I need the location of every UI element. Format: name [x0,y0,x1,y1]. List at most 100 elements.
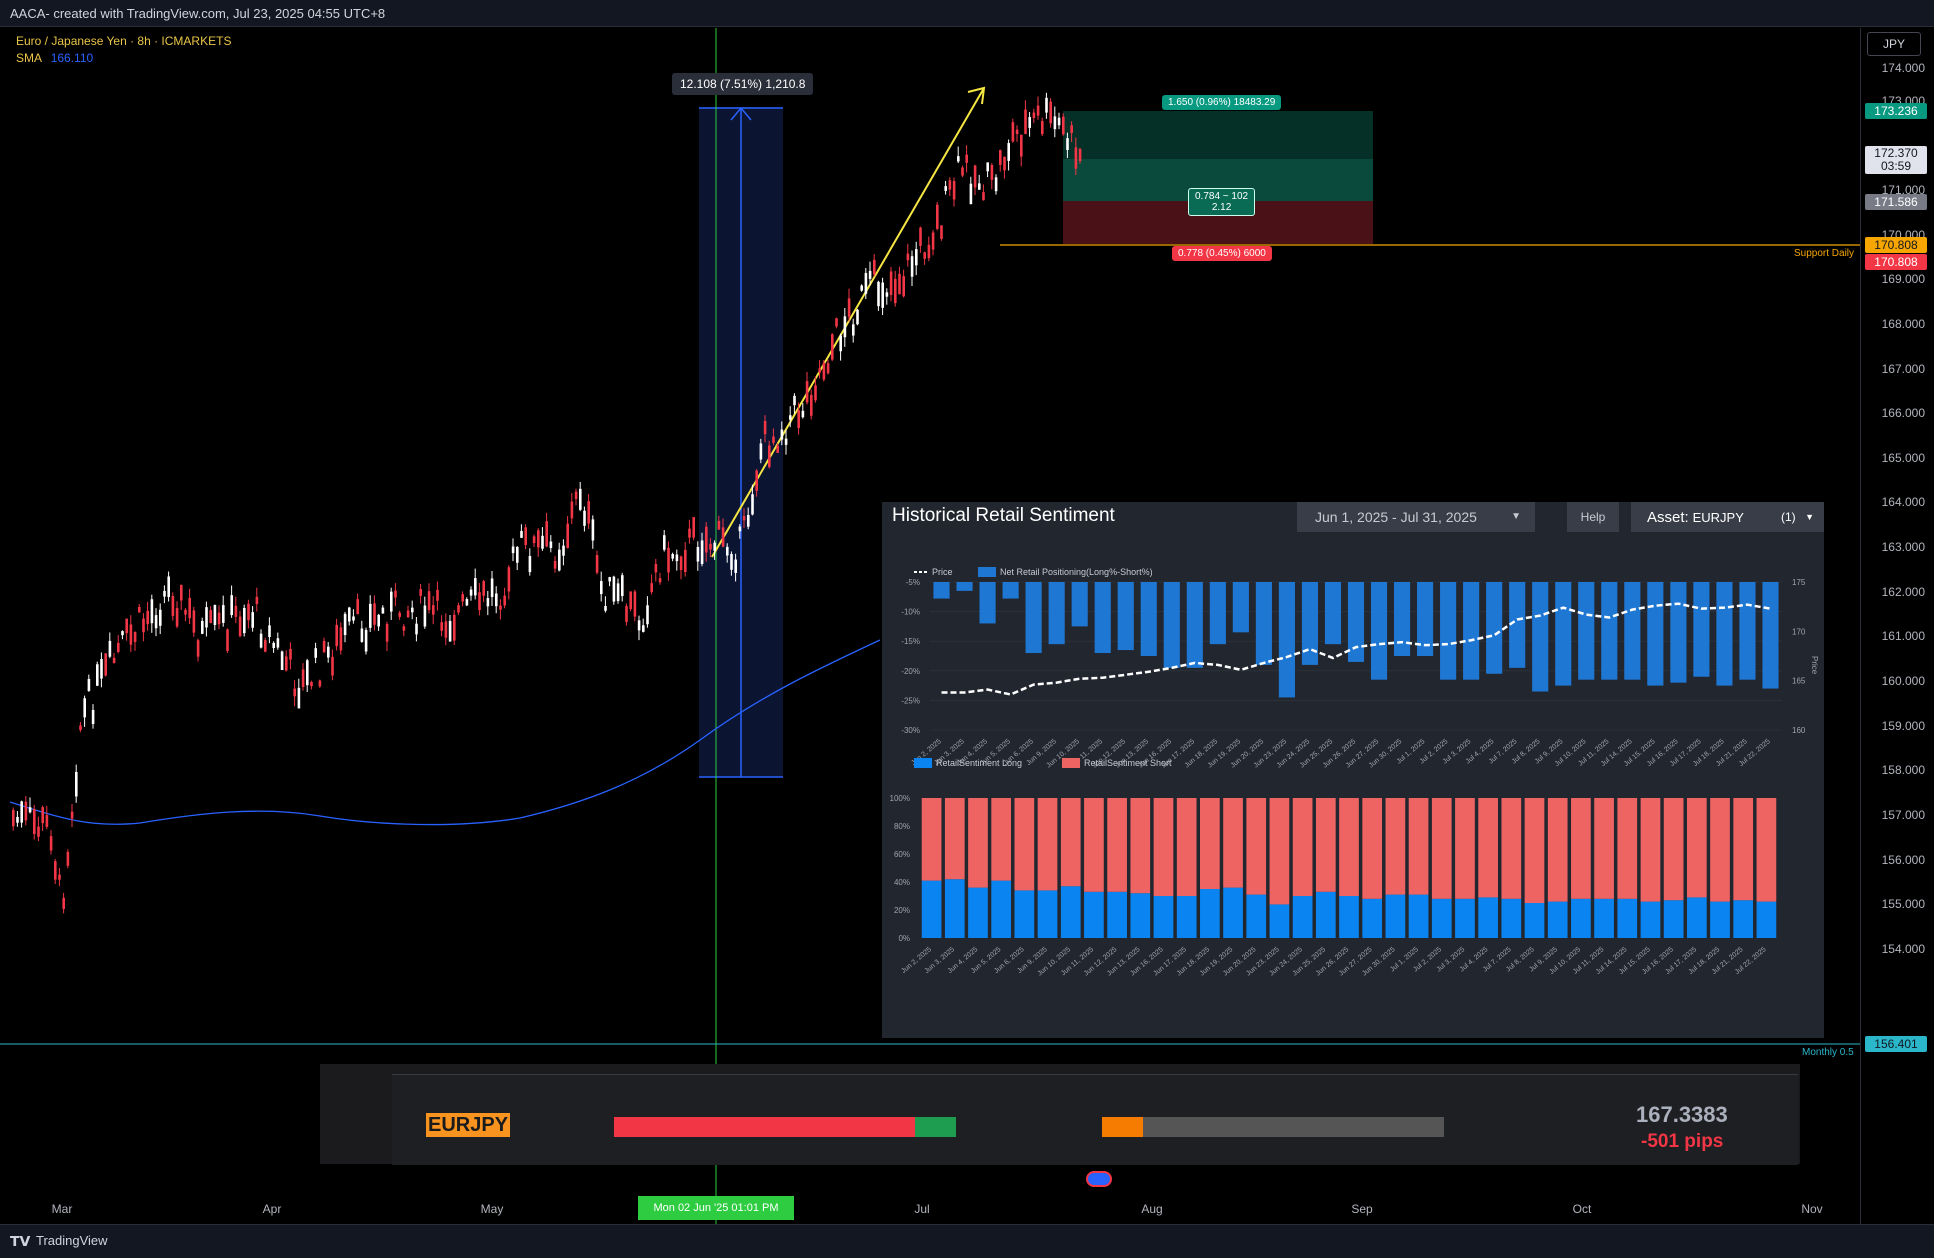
net-positioning-bar [1163,582,1180,668]
net-positioning-bar [1071,582,1088,627]
candles-group [12,92,1082,914]
chart-caption: AACA- created with TradingView.com, Jul … [10,6,386,21]
candle-body [994,177,998,192]
candle-body [75,772,78,797]
price-line [941,602,1771,696]
stop-label: 0.778 (0.45%) 6000 [1172,246,1272,261]
net-positioning-bar [1094,582,1111,654]
candle-body [427,591,431,610]
currency-button[interactable]: JPY [1867,32,1921,56]
price-tick: 159.000 [1881,719,1925,733]
top-y-right-tick: 170 [1792,627,1806,636]
short-bar [1663,798,1684,901]
short-bar [1594,798,1614,899]
price-tick: 168.000 [1881,317,1925,331]
candle-body [234,605,238,617]
candle-body [566,523,569,549]
short-bar [1246,798,1267,895]
candle-body [213,604,217,625]
candle-body [16,816,19,823]
candle-body [490,578,494,597]
candle-body [369,603,372,628]
candle-body [528,555,532,573]
net-positioning-bar [1278,582,1295,698]
help-button[interactable]: Help [1567,502,1619,532]
candle-body [663,535,666,550]
net-positioning-bar [1578,582,1595,680]
net-positioning-bar [1624,582,1641,680]
candle-body [411,607,414,613]
candle-body [747,514,750,527]
candle-body [37,826,40,837]
last-price-value: 172.370 [1874,146,1918,160]
candle-body [726,546,729,556]
candle-body [658,578,662,583]
long-bar [1084,891,1104,938]
long-bar [1130,893,1151,938]
price-axis[interactable]: JPY 174.000 173.000 171.000 170.000 169.000 1… [1860,28,1934,1224]
candle-body [461,594,464,602]
candle-body [948,180,952,190]
short-bar [1153,798,1174,896]
long-bar [1431,898,1452,938]
candle-body [335,624,338,647]
bottom-y-tick: 80% [894,822,910,831]
candle-body [398,612,401,617]
footer-bar: 𝗧𝗩 TradingView [0,1224,1934,1258]
candlestick-chart[interactable] [0,28,1860,1224]
price-tick: 158.000 [1881,763,1925,777]
candle-body [1011,122,1015,142]
widget-pips: -501 pips [1641,1131,1724,1152]
tradingview-events-icon[interactable] [1086,1171,1112,1187]
short-bar [1547,798,1568,902]
candle-body [612,576,616,602]
candle-body [184,609,187,615]
long-bar [1153,896,1174,938]
candle-body [679,556,683,570]
candle-body [759,443,763,460]
candle-body [847,298,851,317]
short-bar [1501,798,1522,899]
long-bar [1478,897,1498,938]
price-tick: 164.000 [1881,495,1925,509]
short-bar [1176,798,1197,896]
risk-reward-line2: 2.12 [1211,202,1232,213]
sentiment-charts: Price Net Retail Positioning(Long%-Short%… [890,567,1819,978]
candle-body [667,547,670,573]
candle-body [1041,121,1044,135]
candle-body [894,278,897,304]
candle-body [780,429,784,440]
net-positioning-bar [1670,582,1687,683]
net-positioning-bar [1002,582,1019,599]
candle-body [1020,134,1023,157]
candle-body [209,610,212,624]
candle-body [133,632,137,642]
candle-body [196,640,200,657]
net-positioning-bar [1209,582,1226,645]
candle-body [188,597,191,619]
asset-select[interactable]: Asset: EURJPY (1) ▼ [1631,502,1824,532]
top-y-left-tick: -10% [901,608,920,617]
candle-body [675,554,679,562]
candle-body [217,612,221,625]
candle-body [1003,156,1006,171]
candle-body [570,501,574,519]
strength-bar-2 [1102,1117,1444,1137]
candle-body [843,316,847,338]
sma-legend-value: 166.110 [50,51,94,65]
candle-body [1070,125,1073,133]
trend-arrow-head [967,86,986,105]
price-chart-area[interactable]: Euro / Japanese Yen · 8h · ICMARKETS SMA… [0,28,1860,1224]
time-axis[interactable]: Mar Apr May Jul Aug Sep Oct Nov Mon 02 Jun '25 … [0,1196,1860,1224]
candle-body [364,629,368,652]
candle-body [999,150,1002,165]
candle-body [381,607,385,614]
candle-body [385,623,389,642]
candle-body [797,410,800,429]
candle-body [192,610,196,633]
candle-body [238,616,242,637]
candle-body [96,664,99,686]
date-range-select[interactable]: Jun 1, 2025 - Jul 31, 2025 ▼ [1297,502,1535,532]
candle-body [201,621,204,634]
candle-body [978,183,981,190]
